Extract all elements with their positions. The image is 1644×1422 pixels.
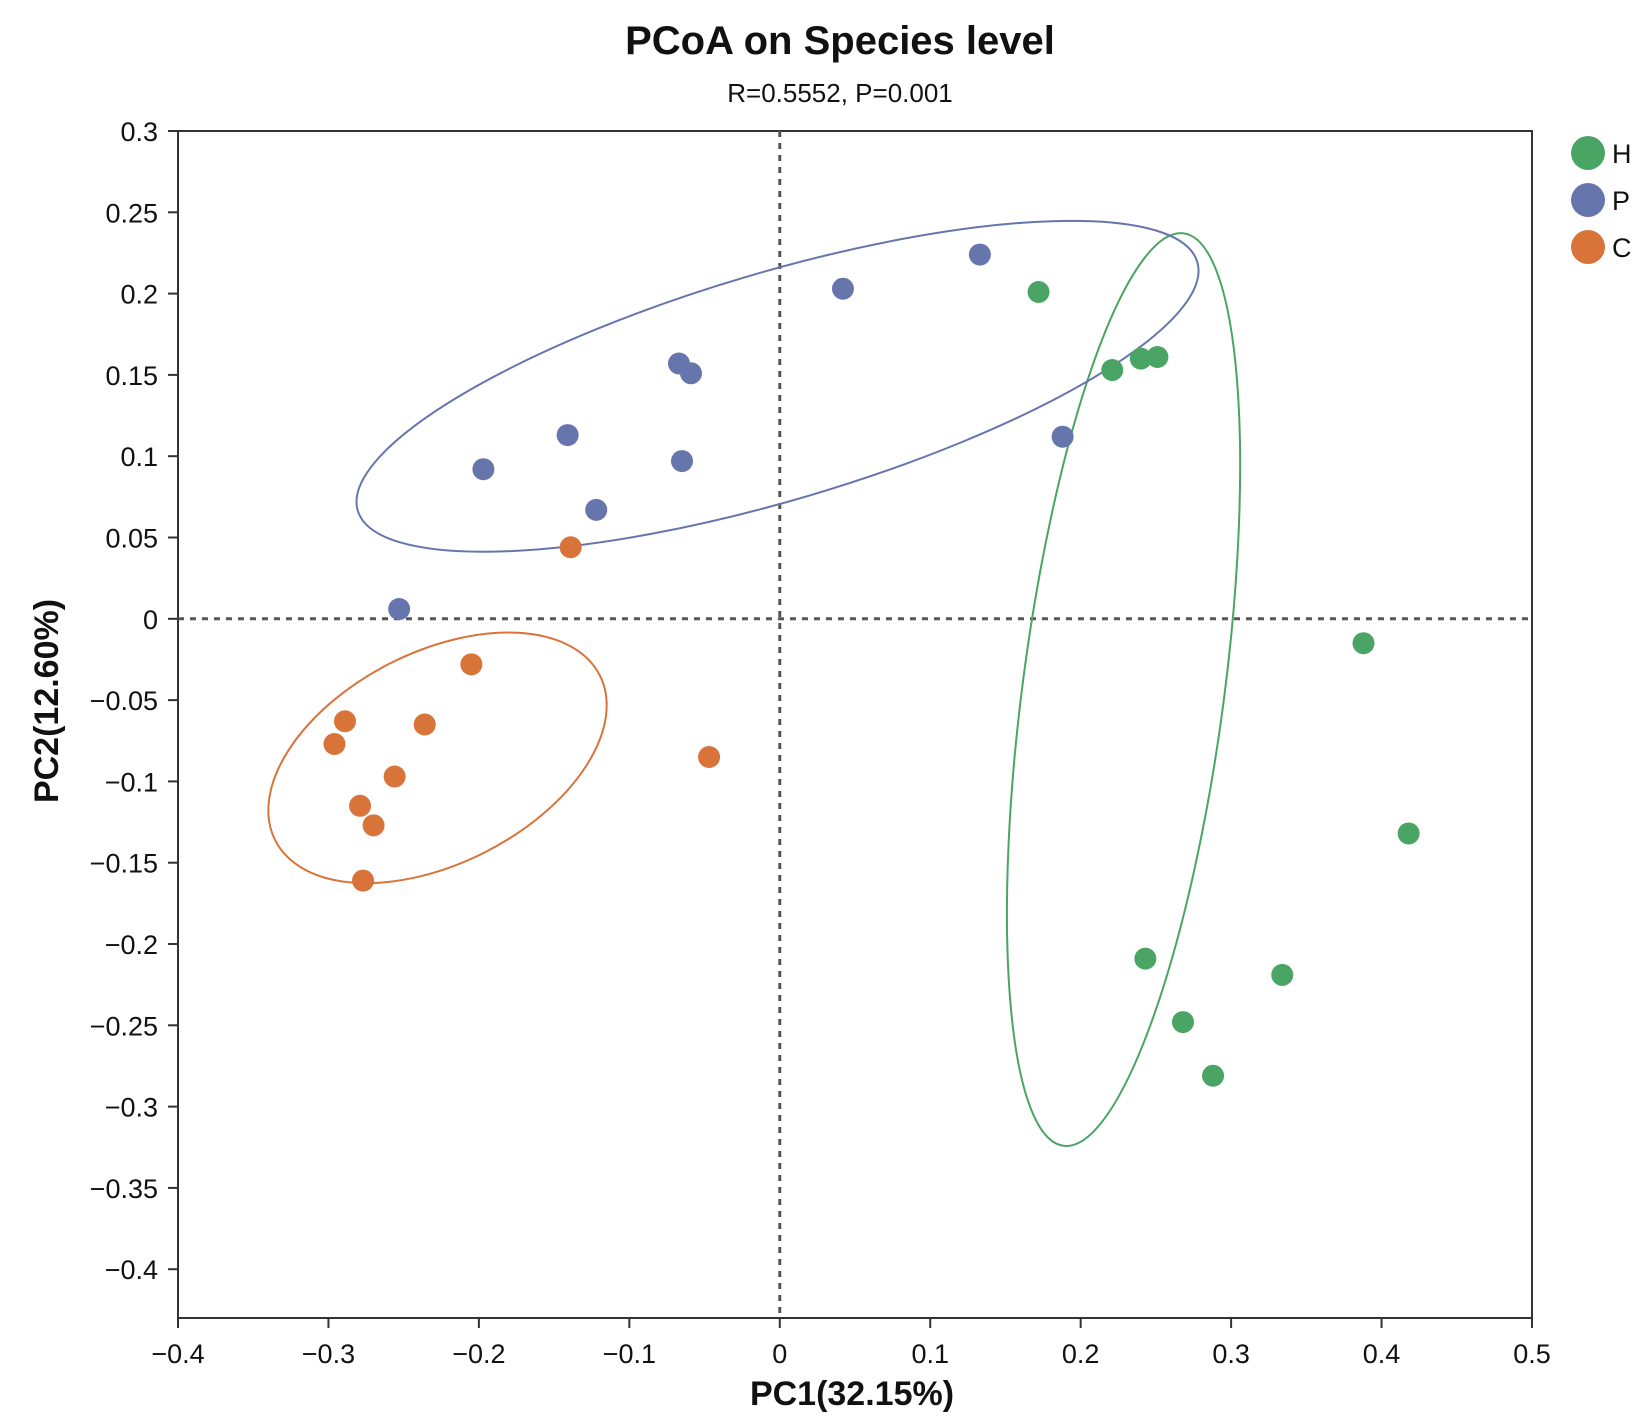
chart-title: PCoA on Species level — [625, 19, 1055, 63]
point-p — [831, 277, 854, 300]
point-h — [1202, 1064, 1225, 1087]
x-axis-title: PC1(32.15%) — [750, 1375, 954, 1413]
plot-frame — [177, 130, 1533, 1319]
legend: HPC — [1571, 136, 1632, 264]
point-p — [556, 424, 579, 447]
point-h — [1352, 632, 1375, 655]
point-c — [362, 814, 385, 837]
point-c — [559, 536, 582, 559]
point-h — [1171, 1011, 1194, 1034]
point-p — [388, 598, 411, 621]
point-p — [968, 243, 991, 266]
point-p — [1051, 425, 1074, 448]
legend-marker-h — [1571, 136, 1605, 170]
legend-label-h: H — [1612, 139, 1632, 169]
y-tick-label: 0.15 — [105, 361, 158, 391]
x-tick-label: 0.3 — [1212, 1339, 1250, 1369]
plot-area — [177, 130, 1533, 1319]
data-points — [323, 243, 1420, 1087]
point-h — [1027, 280, 1050, 303]
point-c — [698, 746, 721, 769]
point-p — [680, 362, 703, 385]
point-p — [585, 498, 608, 521]
point-h — [1129, 347, 1152, 370]
y-tick-label: 0.2 — [120, 280, 158, 310]
point-c — [383, 765, 406, 788]
x-tick-label: 0.1 — [911, 1339, 949, 1369]
y-tick-label: −0.15 — [90, 849, 158, 879]
y-tick-label: 0.25 — [105, 198, 158, 228]
y-tick-label: 0.05 — [105, 524, 158, 554]
x-tick-label: 0.4 — [1363, 1339, 1401, 1369]
point-h — [1397, 822, 1420, 845]
y-tick-label: −0.35 — [90, 1174, 158, 1204]
x-tick-label: 0 — [772, 1339, 787, 1369]
legend-marker-c — [1571, 230, 1605, 264]
chart-subtitle: R=0.5552, P=0.001 — [727, 78, 953, 108]
point-c — [333, 710, 356, 733]
y-tick-label: 0.3 — [120, 117, 158, 147]
point-p — [472, 458, 495, 481]
y-tick-label: −0.4 — [105, 1255, 158, 1285]
ellipse-c — [267, 631, 608, 885]
ellipse-p — [355, 219, 1200, 553]
point-h — [1271, 963, 1294, 986]
point-p — [670, 450, 693, 473]
y-tick-label: −0.05 — [90, 686, 158, 716]
point-c — [323, 733, 346, 756]
x-tick-label: −0.3 — [302, 1339, 355, 1369]
y-tick-label: −0.1 — [105, 767, 158, 797]
legend-marker-p — [1571, 183, 1605, 217]
point-c — [349, 794, 372, 817]
legend-label-p: P — [1612, 186, 1630, 216]
ellipse-h — [1005, 232, 1242, 1147]
y-axis: 0.3 0.25 0.2 0.15 0.1 0.05 0 −0.05 −0.1 −0.15 −0.2… — [90, 117, 178, 1285]
legend-label-c: C — [1612, 233, 1632, 263]
y-axis-title: PC2(12.60%) — [28, 599, 66, 803]
y-tick-label: −0.3 — [105, 1093, 158, 1123]
x-tick-label: −0.1 — [603, 1339, 656, 1369]
point-h — [1101, 359, 1124, 382]
x-tick-label: 0.5 — [1513, 1339, 1551, 1369]
point-c — [460, 653, 483, 676]
point-h — [1146, 346, 1169, 369]
confidence-ellipses — [267, 219, 1242, 1147]
point-c — [413, 713, 436, 736]
y-tick-label: −0.25 — [90, 1011, 158, 1041]
point-c — [352, 869, 375, 892]
y-tick-label: 0.1 — [120, 442, 158, 472]
y-tick-label: 0 — [143, 605, 158, 635]
x-tick-label: 0.2 — [1062, 1339, 1100, 1369]
y-tick-label: −0.2 — [105, 930, 158, 960]
point-h — [1134, 947, 1157, 970]
x-tick-label: −0.4 — [151, 1339, 204, 1369]
x-tick-label: −0.2 — [452, 1339, 505, 1369]
x-axis: −0.4 −0.3 −0.2 −0.1 0 0.1 0.2 0.3 0.4 0.5 — [151, 1318, 1551, 1369]
